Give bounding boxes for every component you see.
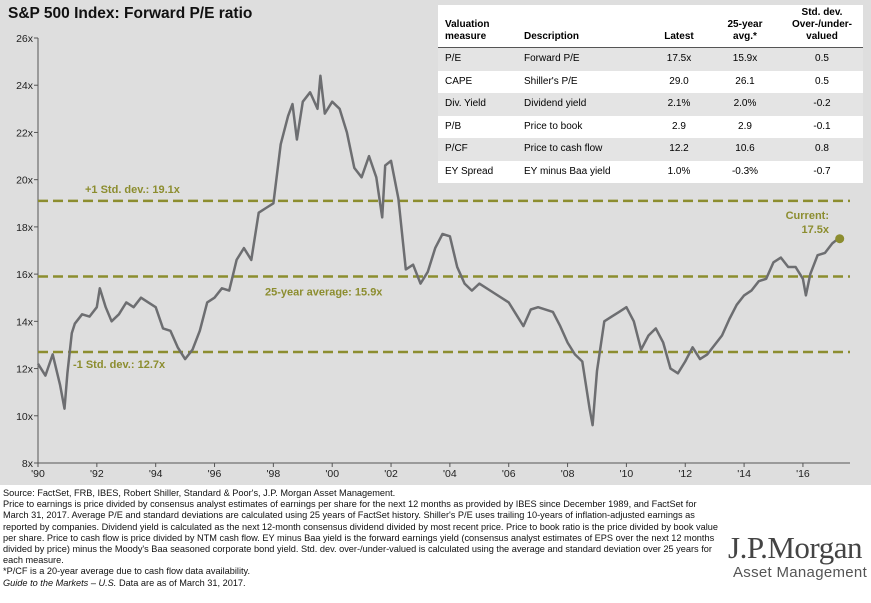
x-tick-label: '90 bbox=[31, 468, 45, 480]
reference-line-label: 25-year average: 15.9x bbox=[265, 286, 383, 298]
cell-description: Shiller's P/E bbox=[524, 75, 578, 87]
cell-avg: 15.9x bbox=[709, 47, 778, 71]
header-std: Std. dev. Over-/under-valued bbox=[778, 5, 863, 48]
footnote-guide-line: Guide to the Markets – U.S. Data are as … bbox=[3, 578, 718, 589]
cell-measure: CAPE bbox=[445, 75, 473, 87]
chart-title: S&P 500 Index: Forward P/E ratio bbox=[8, 5, 253, 22]
y-tick-label: 22x bbox=[16, 127, 34, 139]
jpmorgan-logo: J.P.Morgan Asset Management bbox=[728, 532, 868, 582]
x-tick-label: '10 bbox=[620, 468, 634, 480]
y-tick-label: 10x bbox=[16, 411, 34, 423]
y-tick-label: 12x bbox=[16, 364, 34, 376]
x-tick-label: '06 bbox=[502, 468, 516, 480]
logo-wordmark: J.P.Morgan bbox=[728, 530, 862, 565]
table-row: P/B Price to book 2.9 2.9 -0.1 bbox=[438, 116, 863, 139]
header-latest: Latest bbox=[646, 5, 709, 48]
cell-description: Forward P/E bbox=[517, 47, 646, 71]
table-row: Div. Yield Dividend yield 2.1% 2.0% -0.2 bbox=[438, 93, 863, 116]
header-avg: 25-year avg.* bbox=[709, 5, 778, 48]
x-tick-label: '02 bbox=[384, 468, 398, 480]
cell-std: 0.5 bbox=[815, 75, 829, 87]
cell-description: Dividend yield bbox=[517, 93, 646, 116]
cell-measure: EY Spread bbox=[445, 165, 494, 177]
table-row: P/CF Price to cash flow 12.2 10.6 0.8 bbox=[438, 138, 863, 161]
cell-avg: 2.0% bbox=[709, 93, 778, 116]
x-tick-label: '08 bbox=[561, 468, 575, 480]
cell-std: -0.7 bbox=[813, 165, 831, 177]
x-tick-label: '98 bbox=[267, 468, 281, 480]
cell-measure: Div. Yield bbox=[438, 93, 517, 116]
y-tick-label: 14x bbox=[16, 316, 34, 328]
pe-series-line bbox=[36, 74, 839, 427]
x-tick-label: '92 bbox=[90, 468, 104, 480]
footnote-pcf-note: *P/CF is a 20-year average due to cash f… bbox=[3, 566, 250, 577]
y-tick-label: 18x bbox=[16, 222, 34, 234]
cell-measure: P/B bbox=[445, 120, 462, 132]
current-label: Current: bbox=[786, 210, 829, 222]
cell-avg: 26.1 bbox=[735, 75, 755, 87]
cell-latest: 2.9 bbox=[672, 120, 686, 132]
footnote: Source: FactSet, FRB, IBES, Robert Shill… bbox=[3, 488, 718, 589]
x-tick-label: '16 bbox=[796, 468, 810, 480]
cell-latest: 29.0 bbox=[669, 75, 689, 87]
table-row: P/E Forward P/E 17.5x 15.9x 0.5 bbox=[438, 47, 863, 71]
y-tick-label: 16x bbox=[16, 269, 34, 281]
reference-line-label: +1 Std. dev.: 19.1x bbox=[85, 184, 181, 196]
header-measure: Valuation measure bbox=[438, 5, 517, 48]
table-header-row: Valuation measure Description Latest 25-… bbox=[438, 5, 863, 48]
cell-description: EY minus Baa yield bbox=[524, 165, 611, 177]
cell-latest: 12.2 bbox=[646, 138, 709, 161]
cell-latest: 1.0% bbox=[667, 165, 691, 177]
cell-avg: -0.3% bbox=[731, 165, 759, 177]
x-tick-label: '96 bbox=[208, 468, 222, 480]
y-tick-label: 8x bbox=[22, 458, 34, 470]
cell-measure: P/E bbox=[438, 47, 517, 71]
cell-std: 0.5 bbox=[778, 47, 863, 71]
current-marker bbox=[835, 234, 845, 244]
valuation-table: Valuation measure Description Latest 25-… bbox=[438, 5, 863, 183]
x-tick-label: '14 bbox=[737, 468, 751, 480]
cell-measure: P/CF bbox=[438, 138, 517, 161]
guide-title: Guide to the Markets – U.S. bbox=[3, 577, 117, 588]
y-tick-label: 24x bbox=[16, 80, 34, 92]
reference-line-label: -1 Std. dev.: 12.7x bbox=[73, 359, 166, 371]
x-tick-label: '04 bbox=[443, 468, 457, 480]
footnote-source: Source: FactSet, FRB, IBES, Robert Shill… bbox=[3, 488, 396, 498]
pe-ratio-chart: 8x 10x 12x 14x 16x 18x 20x 22x 24x 26x '90 '92 '94 '9… bbox=[16, 33, 850, 480]
x-tick-label: '94 bbox=[149, 468, 163, 480]
cell-std: -0.1 bbox=[813, 120, 831, 132]
footnote-body: Price to earnings is price divided by co… bbox=[3, 499, 718, 566]
y-tick-label: 20x bbox=[16, 175, 34, 187]
cell-std: 0.8 bbox=[778, 138, 863, 161]
cell-avg: 2.9 bbox=[738, 120, 752, 132]
cell-latest: 17.5x bbox=[646, 47, 709, 71]
table-row: EY Spread EY minus Baa yield 1.0% -0.3% … bbox=[438, 161, 863, 184]
x-tick-label: '00 bbox=[325, 468, 339, 480]
current-value-label: 17.5x bbox=[801, 224, 829, 236]
cell-std: -0.2 bbox=[778, 93, 863, 116]
cell-description: Price to book bbox=[524, 120, 583, 132]
cell-description: Price to cash flow bbox=[517, 138, 646, 161]
logo-subtitle: Asset Management bbox=[733, 564, 868, 581]
data-as-of: Data are as of March 31, 2017. bbox=[118, 577, 246, 588]
cell-latest: 2.1% bbox=[646, 93, 709, 116]
y-tick-label: 26x bbox=[16, 33, 34, 45]
table-row: CAPE Shiller's P/E 29.0 26.1 0.5 bbox=[438, 71, 863, 94]
header-description: Description bbox=[517, 5, 646, 48]
x-tick-label: '12 bbox=[678, 468, 692, 480]
cell-avg: 10.6 bbox=[709, 138, 778, 161]
